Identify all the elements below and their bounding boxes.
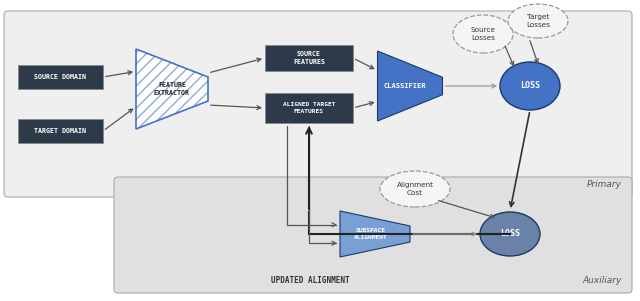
Polygon shape xyxy=(378,51,442,121)
Text: UPDATED ALIGNMENT: UPDATED ALIGNMENT xyxy=(271,276,349,285)
Text: SOURCE
FEATURES: SOURCE FEATURES xyxy=(293,51,325,65)
Text: Source
Losses: Source Losses xyxy=(470,27,495,41)
Text: ALIGNED TARGET
FEATURES: ALIGNED TARGET FEATURES xyxy=(283,102,335,114)
Ellipse shape xyxy=(500,62,560,110)
Ellipse shape xyxy=(380,171,450,207)
Polygon shape xyxy=(340,211,410,257)
Text: SUBSPACE
ALIGNMENT: SUBSPACE ALIGNMENT xyxy=(354,228,388,240)
Text: Alignment
Cost: Alignment Cost xyxy=(397,182,433,196)
FancyBboxPatch shape xyxy=(4,11,632,197)
Text: LOSS: LOSS xyxy=(500,229,520,238)
Polygon shape xyxy=(136,49,208,129)
Text: FEATURE
EXTRACTOR: FEATURE EXTRACTOR xyxy=(154,82,190,96)
Text: SOURCE DOMAIN: SOURCE DOMAIN xyxy=(35,74,86,80)
FancyBboxPatch shape xyxy=(114,177,632,293)
Ellipse shape xyxy=(453,15,513,53)
FancyBboxPatch shape xyxy=(18,65,103,89)
FancyBboxPatch shape xyxy=(265,45,353,71)
Text: CLASSIFIER: CLASSIFIER xyxy=(384,83,426,89)
FancyBboxPatch shape xyxy=(265,93,353,123)
Text: TARGET DOMAIN: TARGET DOMAIN xyxy=(35,128,86,134)
Ellipse shape xyxy=(480,212,540,256)
Text: LOSS: LOSS xyxy=(520,82,540,91)
Text: Primary: Primary xyxy=(587,180,622,189)
FancyBboxPatch shape xyxy=(18,119,103,143)
Ellipse shape xyxy=(508,4,568,38)
Text: Target
Losses: Target Losses xyxy=(526,14,550,28)
Text: Auxiliary: Auxiliary xyxy=(582,276,622,285)
